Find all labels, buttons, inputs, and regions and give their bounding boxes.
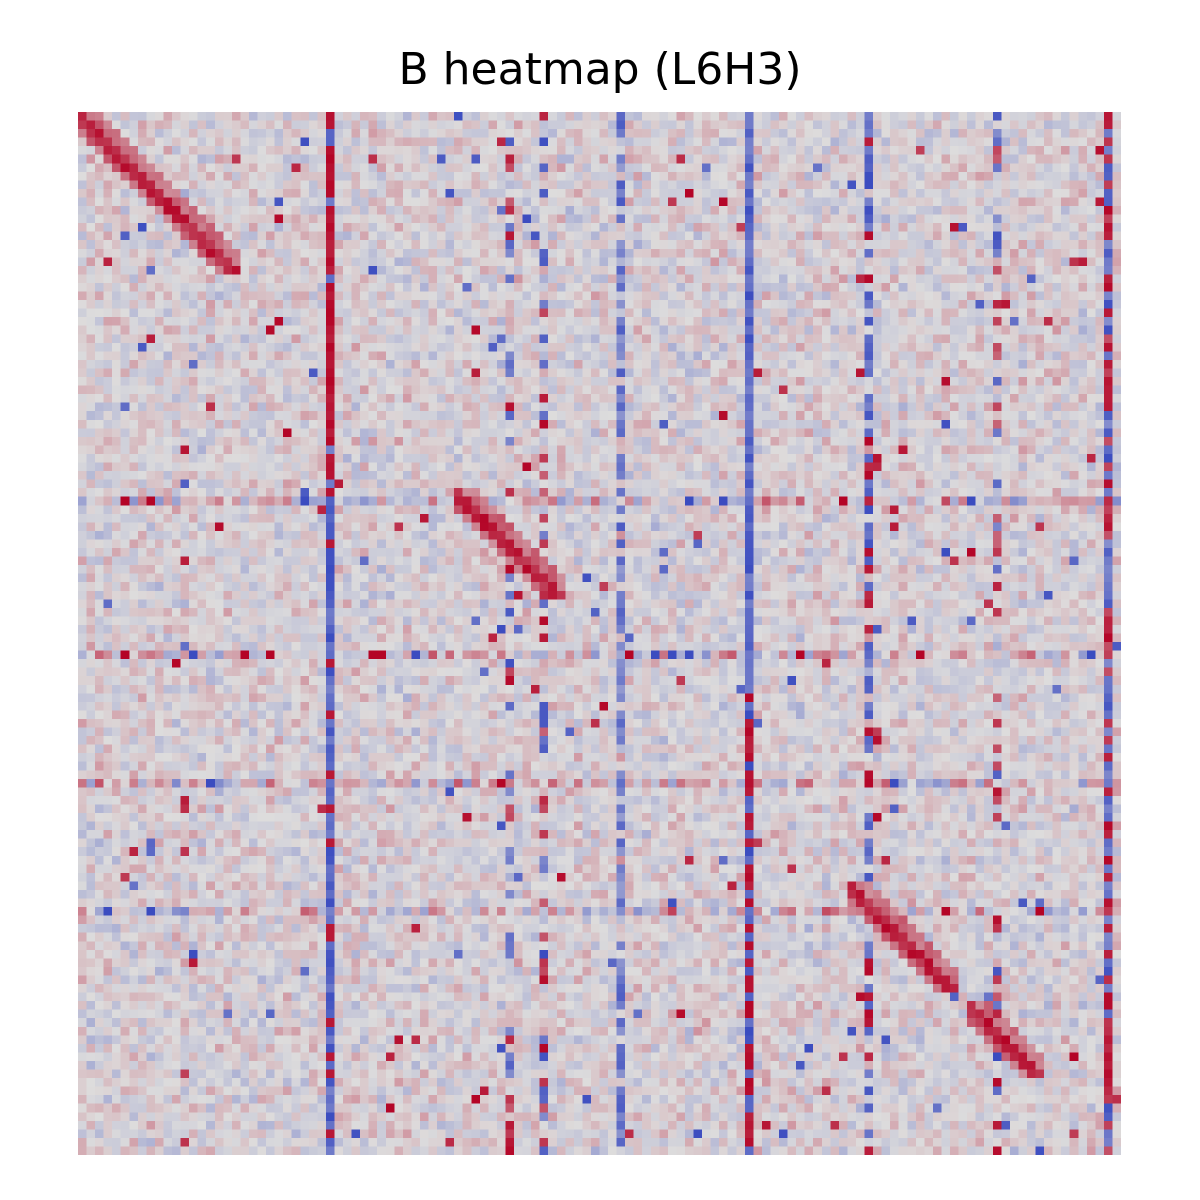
chart-title: B heatmap (L6H3) (398, 44, 802, 95)
heatmap (78, 112, 1121, 1155)
heatmap-cells (78, 112, 1121, 1155)
